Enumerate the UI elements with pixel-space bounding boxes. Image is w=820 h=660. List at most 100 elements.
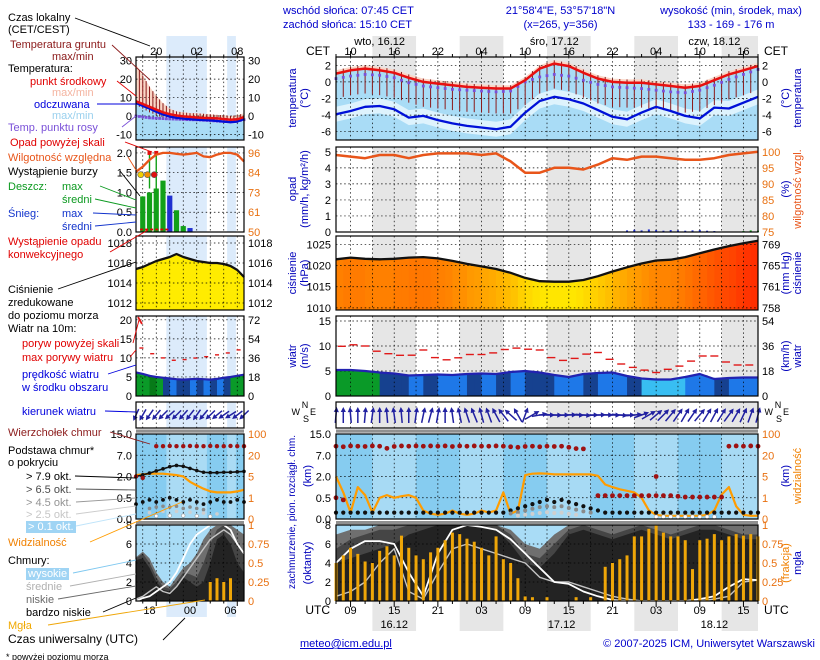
legend-local-time: Czas lokalny: [8, 12, 71, 24]
svg-text:30: 30: [120, 56, 132, 68]
svg-text:0: 0: [248, 514, 254, 526]
svg-text:S: S: [776, 414, 782, 424]
svg-text:20: 20: [120, 315, 132, 327]
svg-text:15: 15: [388, 605, 400, 617]
svg-text:W: W: [292, 407, 301, 417]
svg-text:73: 73: [248, 187, 260, 199]
svg-text:00: 00: [184, 605, 196, 617]
svg-text:84: 84: [248, 168, 260, 180]
svg-text:W: W: [765, 407, 774, 417]
svg-text:-4: -4: [762, 110, 772, 122]
svg-text:1020: 1020: [307, 261, 331, 273]
svg-text:15: 15: [120, 334, 132, 346]
svg-text:5: 5: [325, 366, 331, 378]
svg-text:0.0: 0.0: [316, 514, 331, 526]
legend-okt-45: > 4.5 okt.: [26, 497, 72, 509]
svg-text:CET: CET: [306, 44, 331, 58]
legend-cloud-base-2: o pokryciu: [8, 457, 59, 469]
legend-cloud-base-1: Podstawa chmur*: [8, 445, 95, 457]
legend-temperature: Temperatura:: [8, 63, 73, 75]
legend-local-time-sub: (CET/CEST): [8, 24, 70, 36]
legend-gust-above: poryw powyżej skali: [22, 338, 120, 350]
legend-pressure-1: Ciśnienie: [8, 284, 54, 296]
svg-text:0: 0: [126, 111, 132, 123]
svg-text:-2: -2: [321, 94, 331, 106]
svg-text:śro, 17.12: śro, 17.12: [530, 36, 579, 48]
svg-text:2.0: 2.0: [117, 148, 132, 160]
svg-text:15: 15: [563, 605, 575, 617]
contact-email[interactable]: meteo@icm.edu.pl: [300, 638, 392, 651]
legend-feels-like: odczuwana: [34, 99, 90, 111]
svg-text:72: 72: [248, 315, 260, 327]
svg-text:2: 2: [762, 60, 768, 72]
svg-text:17.12: 17.12: [548, 619, 576, 631]
svg-text:0.25: 0.25: [762, 577, 783, 589]
svg-text:20: 20: [120, 74, 132, 86]
svg-text:-4: -4: [321, 110, 331, 122]
svg-text:1.5: 1.5: [117, 168, 132, 180]
svg-text:5: 5: [126, 372, 132, 384]
svg-text:-6: -6: [762, 127, 772, 139]
svg-text:5: 5: [248, 472, 254, 484]
legend-convective-2: konwekcyjnego: [8, 249, 84, 261]
svg-text:E: E: [310, 407, 316, 417]
svg-text:15: 15: [319, 316, 331, 328]
legend-temp-maxmin: max/min: [52, 87, 94, 99]
svg-text:96: 96: [248, 148, 260, 160]
svg-text:2: 2: [325, 60, 331, 72]
svg-text:0.5: 0.5: [117, 207, 132, 219]
footnote-sea-level: * powyżej poziomu morza: [6, 652, 109, 660]
svg-text:2: 2: [325, 195, 331, 207]
legend-clouds-low: niskie: [26, 594, 55, 606]
svg-text:10: 10: [120, 93, 132, 105]
grid-point: (x=265, y=356): [523, 19, 598, 31]
sunset-text: zachód słońca: 15:10 CET: [283, 19, 413, 31]
svg-text:0.5: 0.5: [762, 558, 777, 570]
svg-text:UTC: UTC: [305, 603, 330, 617]
svg-text:2: 2: [126, 577, 132, 589]
svg-text:0: 0: [325, 596, 331, 608]
svg-text:16.12: 16.12: [380, 619, 408, 631]
svg-text:1018: 1018: [248, 238, 272, 250]
svg-text:0: 0: [762, 391, 768, 403]
legend-cloud-top: Wierzchołek chmur: [8, 427, 102, 439]
legend-snow-max: max: [62, 208, 83, 220]
svg-text:0: 0: [325, 227, 331, 239]
svg-text:1010: 1010: [307, 303, 331, 315]
svg-text:1: 1: [762, 520, 768, 532]
svg-text:1015: 1015: [307, 282, 331, 294]
svg-text:1012: 1012: [248, 298, 272, 310]
legend-pressure-3: do poziomu morza: [8, 310, 99, 322]
svg-text:80: 80: [762, 211, 774, 223]
svg-text:100: 100: [248, 429, 266, 441]
sunrise-text: wschód słońca: 07:45 CET: [283, 5, 414, 17]
legend-clouds-high: wysokie: [26, 568, 70, 580]
svg-text:-10: -10: [116, 129, 132, 141]
legend-visibility: Widzialność: [8, 537, 67, 549]
email-link[interactable]: meteo@icm.edu.pl: [300, 638, 392, 650]
svg-text:20: 20: [248, 74, 260, 86]
svg-text:8: 8: [325, 520, 331, 532]
svg-text:3: 3: [325, 179, 331, 191]
svg-text:54: 54: [762, 316, 774, 328]
svg-text:0: 0: [248, 596, 254, 608]
legend-dew-point: Temp. punktu rosy: [8, 122, 98, 134]
svg-text:1: 1: [325, 211, 331, 223]
svg-text:N: N: [302, 400, 309, 410]
svg-text:03: 03: [650, 605, 662, 617]
legend-wind-dir: kierunek wiatru: [22, 406, 96, 418]
svg-text:0.75: 0.75: [762, 539, 783, 551]
svg-text:4: 4: [325, 558, 331, 570]
svg-text:8: 8: [126, 520, 132, 532]
svg-text:0: 0: [325, 77, 331, 89]
legend-storm: Wystąpienie burzy: [8, 166, 98, 178]
svg-text:7.0: 7.0: [316, 450, 331, 462]
legend-humidity: Wilgotność względna: [8, 152, 112, 164]
svg-text:1012: 1012: [108, 298, 132, 310]
svg-text:czw, 18.12: czw, 18.12: [688, 36, 740, 48]
svg-text:20: 20: [762, 450, 774, 462]
svg-text:0.5: 0.5: [316, 493, 331, 505]
svg-text:4: 4: [325, 163, 331, 175]
legend-temp-mid: punkt środkowy: [30, 76, 107, 88]
